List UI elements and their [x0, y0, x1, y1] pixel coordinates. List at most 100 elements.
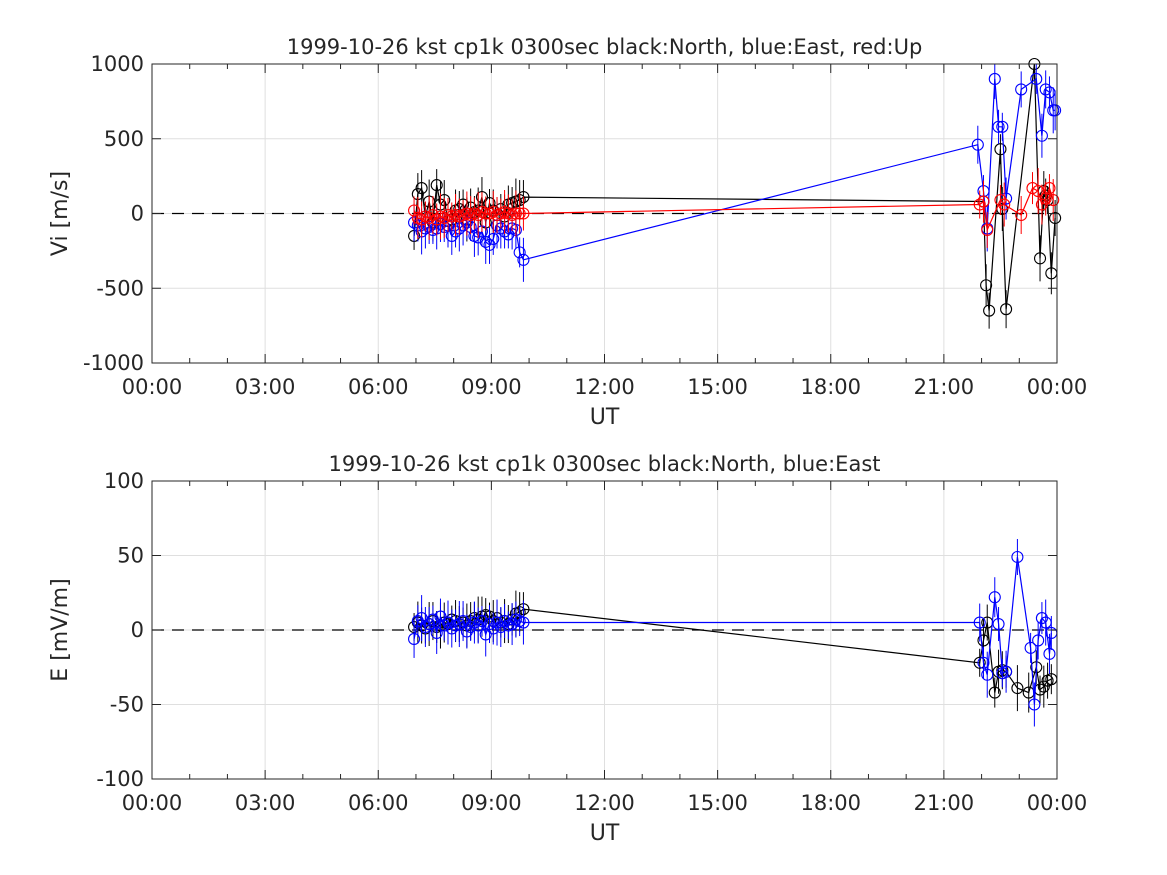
bottom-x-tick-label: 12:00	[574, 791, 635, 815]
top-data-point	[415, 213, 428, 226]
top-panel: 00:00 03:00 06:00 09:00 12:00 15:00 18:00 21:00…	[48, 35, 1087, 430]
top-chart-title: 1999-10-26 kst cp1k 0300sec black:North,…	[287, 35, 923, 59]
top-x-tick-label: 09:00	[461, 375, 522, 399]
bottom-y-tick-label: -50	[110, 693, 144, 717]
bottom-x-tick-label: 03:00	[235, 791, 296, 815]
bottom-y-tick-label: -100	[96, 767, 144, 791]
top-data-point	[408, 204, 421, 217]
bottom-data-point	[977, 634, 990, 647]
bottom-data-point	[1035, 612, 1048, 625]
bottom-data-point	[977, 656, 990, 669]
top-x-tick-label: 03:00	[235, 375, 296, 399]
top-data-point	[998, 198, 1011, 211]
top-data-point	[415, 182, 428, 195]
top-data-point	[438, 211, 451, 225]
bottom-y-axis-label: E [mV/m]	[48, 578, 73, 681]
top-x-tick-label: 21:00	[914, 375, 975, 399]
top-data-point	[426, 208, 439, 222]
bottom-data-point	[517, 616, 530, 629]
bottom-data-point	[479, 628, 492, 641]
bottom-series-0	[408, 590, 1058, 713]
bottom-data-point	[1000, 665, 1013, 678]
top-x-tick-label: 18:00	[800, 375, 861, 399]
top-data-point	[1039, 192, 1052, 205]
bottom-series	[408, 538, 1058, 727]
bottom-data-point	[992, 617, 1005, 631]
bottom-data-point	[468, 616, 481, 629]
top-y-tick-label: -1000	[83, 351, 144, 375]
top-data-point	[487, 232, 500, 245]
top-data-point	[977, 195, 990, 208]
top-series	[408, 57, 1062, 329]
bottom-data-point	[426, 613, 439, 626]
top-data-point	[1015, 83, 1028, 96]
bottom-data-point	[973, 656, 986, 669]
bottom-data-point	[973, 616, 986, 629]
bottom-data-point	[1024, 641, 1037, 654]
top-data-point	[1043, 182, 1056, 195]
top-data-point	[988, 72, 1001, 85]
bottom-chart-title: 1999-10-26 kst cp1k 0300sec black:North,…	[328, 452, 880, 476]
bottom-data-point	[453, 617, 466, 631]
bottom-data-point	[487, 622, 500, 635]
bottom-x-tick-label: 00:00	[1027, 791, 1088, 815]
top-data-point	[483, 238, 496, 251]
bottom-series-1	[408, 538, 1058, 727]
top-data-point	[983, 304, 996, 317]
bottom-x-tick-label: 00:00	[122, 791, 183, 815]
bottom-data-point	[408, 632, 421, 645]
top-data-point	[994, 143, 1007, 156]
bottom-data-point	[1011, 682, 1024, 695]
bottom-data-point	[423, 617, 436, 631]
bottom-data-point	[1037, 680, 1050, 693]
bottom-x-tick-label: 06:00	[348, 791, 409, 815]
bottom-x-tick-label: 21:00	[914, 791, 975, 815]
top-y-tick-label: 500	[104, 127, 144, 151]
top-data-point	[981, 223, 994, 236]
top-series-1	[408, 64, 1062, 282]
top-data-point	[1032, 185, 1045, 198]
bottom-x-tick-label: 09:00	[461, 791, 522, 815]
bottom-data-point	[411, 615, 424, 628]
top-x-tick-label: 00:00	[122, 375, 183, 399]
top-data-point	[1000, 303, 1013, 316]
bottom-panel: 00:00 03:00 06:00 09:00 12:00 15:00 18:00 21:00…	[48, 452, 1087, 846]
top-data-point	[1035, 198, 1048, 211]
bottom-y-tick-label: 50	[117, 544, 144, 568]
top-data-point	[971, 138, 984, 151]
top-x-tick-label: 00:00	[1027, 375, 1088, 399]
top-x-tick-label: 15:00	[687, 375, 748, 399]
top-x-axis-label: UT	[590, 405, 620, 430]
bottom-data-point	[1011, 550, 1024, 564]
top-y-tick-label: 1000	[91, 52, 144, 76]
top-data-point	[430, 213, 443, 226]
bottom-data-point	[988, 686, 1001, 699]
bottom-ticks: 00:00 03:00 06:00 09:00 12:00 15:00 18:00 21:00…	[96, 469, 1087, 815]
top-series-2	[408, 168, 1060, 248]
bottom-data-point	[1032, 634, 1045, 647]
bottom-x-axis-label: UT	[590, 821, 620, 846]
bottom-data-point	[483, 617, 496, 631]
bottom-data-point	[430, 626, 443, 640]
bottom-data-point	[981, 668, 994, 681]
bottom-data-point	[419, 620, 432, 634]
bottom-data-point	[494, 620, 507, 634]
top-data-point	[973, 198, 986, 211]
bottom-y-tick-label: 0	[131, 618, 144, 642]
bottom-data-point	[464, 620, 477, 634]
bottom-data-point	[1028, 698, 1041, 711]
top-data-point	[509, 207, 522, 220]
top-x-tick-label: 06:00	[348, 375, 409, 399]
top-series-line	[413, 63, 1056, 311]
bottom-x-tick-label: 18:00	[800, 791, 861, 815]
top-data-point	[1033, 252, 1047, 265]
top-y-tick-label: -500	[96, 276, 144, 300]
top-data-point	[1047, 193, 1060, 207]
bottom-data-point	[445, 622, 458, 635]
bottom-y-tick-label: 100	[104, 469, 144, 493]
top-data-point	[513, 207, 526, 220]
top-data-point	[1049, 211, 1062, 225]
top-data-point	[1015, 208, 1028, 222]
top-data-point	[1039, 83, 1052, 96]
